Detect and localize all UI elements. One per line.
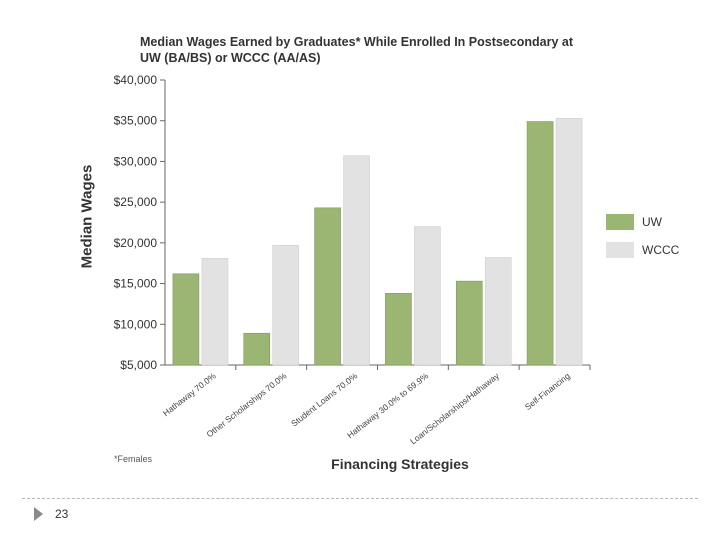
- y-axis-label: Median Wages: [78, 164, 96, 269]
- x-tick-label: Student Loans 70.0%: [289, 370, 360, 428]
- bar-uw-4: [455, 280, 483, 366]
- slide-marker-icon: [34, 507, 43, 521]
- y-tick-label: $35,000: [114, 114, 158, 128]
- bar-uw-2: [314, 207, 341, 366]
- y-tick-label: $25,000: [114, 195, 158, 209]
- bar-wccc-0: [201, 258, 229, 366]
- x-tick-label: Hathaway 70.0%: [161, 370, 218, 418]
- footer-divider: [22, 498, 698, 499]
- bar-wccc-1: [272, 245, 300, 366]
- bar-uw-0: [172, 273, 200, 366]
- y-tick-label: $20,000: [114, 236, 158, 250]
- y-tick-label: $10,000: [114, 317, 158, 331]
- bar-wccc-3: [414, 226, 441, 366]
- legend-swatch-wccc: [606, 242, 634, 258]
- y-tick-label: $15,000: [114, 277, 158, 291]
- bar-wccc-4: [484, 257, 512, 366]
- y-tick-label: $30,000: [114, 154, 158, 168]
- bar-wccc-5: [555, 117, 583, 366]
- legend-label-wccc: WCCC: [642, 243, 680, 257]
- bar-uw-3: [385, 293, 412, 366]
- y-tick-label: $5,000: [120, 358, 157, 372]
- footnote: *Females: [114, 454, 153, 464]
- legend-swatch-uw: [606, 214, 634, 230]
- legend-label-uw: UW: [642, 215, 662, 229]
- x-axis-label: Financing Strategies: [331, 456, 469, 472]
- bar-wccc-2: [343, 155, 370, 366]
- bar-uw-1: [243, 332, 271, 366]
- x-tick-label: Other Scholarships 70.0%: [205, 370, 289, 439]
- y-tick-label: $40,000: [114, 73, 158, 87]
- bar-uw-5: [526, 121, 554, 366]
- page-number: 23: [55, 507, 69, 521]
- x-tick-label: Self-Financing: [523, 371, 572, 412]
- chart-title: Median Wages Earned by Graduates* While …: [140, 35, 573, 65]
